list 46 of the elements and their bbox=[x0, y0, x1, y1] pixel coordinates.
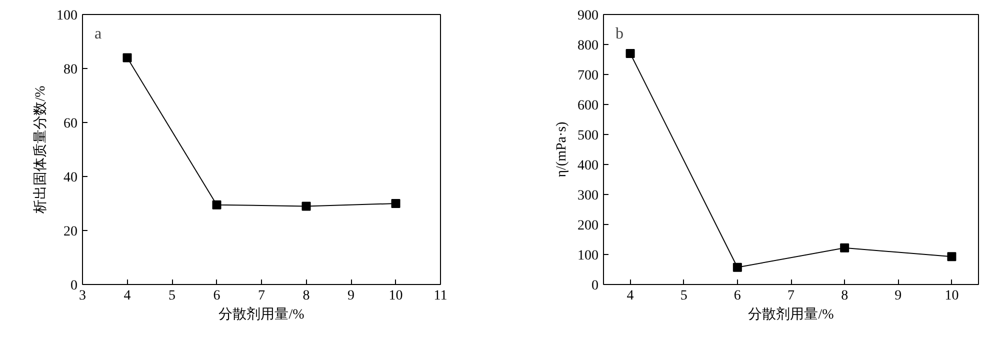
y-tick-label: 500 bbox=[578, 128, 598, 144]
x-axis-title: 分散剂用量/% bbox=[748, 306, 834, 322]
y-tick-label: 100 bbox=[56, 8, 78, 24]
y-tick-label: 700 bbox=[578, 68, 598, 84]
y-tick-label: 100 bbox=[578, 248, 598, 264]
y-tick-label: 600 bbox=[578, 98, 598, 114]
y-tick-label: 60 bbox=[64, 116, 78, 132]
y-axis-title: 析出固体质量分数/% bbox=[32, 85, 48, 214]
point bbox=[391, 199, 400, 208]
point bbox=[302, 202, 311, 211]
x-tick-label: 10 bbox=[944, 288, 959, 304]
x-tick-label: 9 bbox=[348, 288, 354, 304]
y-tick-label: 400 bbox=[578, 158, 598, 174]
y-axis-title: η/(mPa·s) bbox=[554, 121, 570, 178]
point bbox=[840, 243, 850, 252]
x-tick-label: 7 bbox=[788, 288, 794, 304]
x-tick-label: 4 bbox=[626, 288, 634, 304]
y-tick-label: 0 bbox=[70, 278, 78, 294]
y-tick-label: 40 bbox=[64, 170, 78, 186]
point bbox=[122, 53, 132, 62]
x-tick-label: 8 bbox=[302, 288, 310, 304]
x-tick-label: 6 bbox=[734, 288, 741, 304]
y-tick-label: 300 bbox=[578, 188, 598, 204]
annotation: b bbox=[616, 26, 624, 42]
y-tick-label: 20 bbox=[64, 224, 78, 240]
x-tick-label: 10 bbox=[388, 288, 403, 304]
x-tick-label: 5 bbox=[168, 288, 176, 304]
y-tick-label: 0 bbox=[592, 278, 598, 294]
x-tick-label: 8 bbox=[841, 288, 848, 304]
point bbox=[947, 252, 956, 262]
x-tick-label: 9 bbox=[894, 288, 902, 304]
annotation: a bbox=[94, 26, 102, 42]
y-tick-label: 800 bbox=[578, 38, 598, 54]
x-axis-title: 分散剂用量/% bbox=[218, 306, 305, 322]
x-tick-label: 4 bbox=[124, 288, 131, 304]
x-tick-label: 6 bbox=[213, 288, 220, 304]
point bbox=[732, 262, 742, 272]
y-tick-label: 900 bbox=[578, 8, 598, 24]
point bbox=[212, 200, 222, 210]
x-tick-label: 7 bbox=[258, 288, 265, 304]
x-tick-label: 5 bbox=[680, 288, 688, 304]
x-tick-label: 11 bbox=[434, 288, 448, 304]
y-tick-label: 80 bbox=[64, 62, 78, 78]
point bbox=[626, 49, 635, 58]
y-tick-label: 200 bbox=[578, 218, 598, 234]
x-tick-label: 3 bbox=[79, 288, 86, 304]
